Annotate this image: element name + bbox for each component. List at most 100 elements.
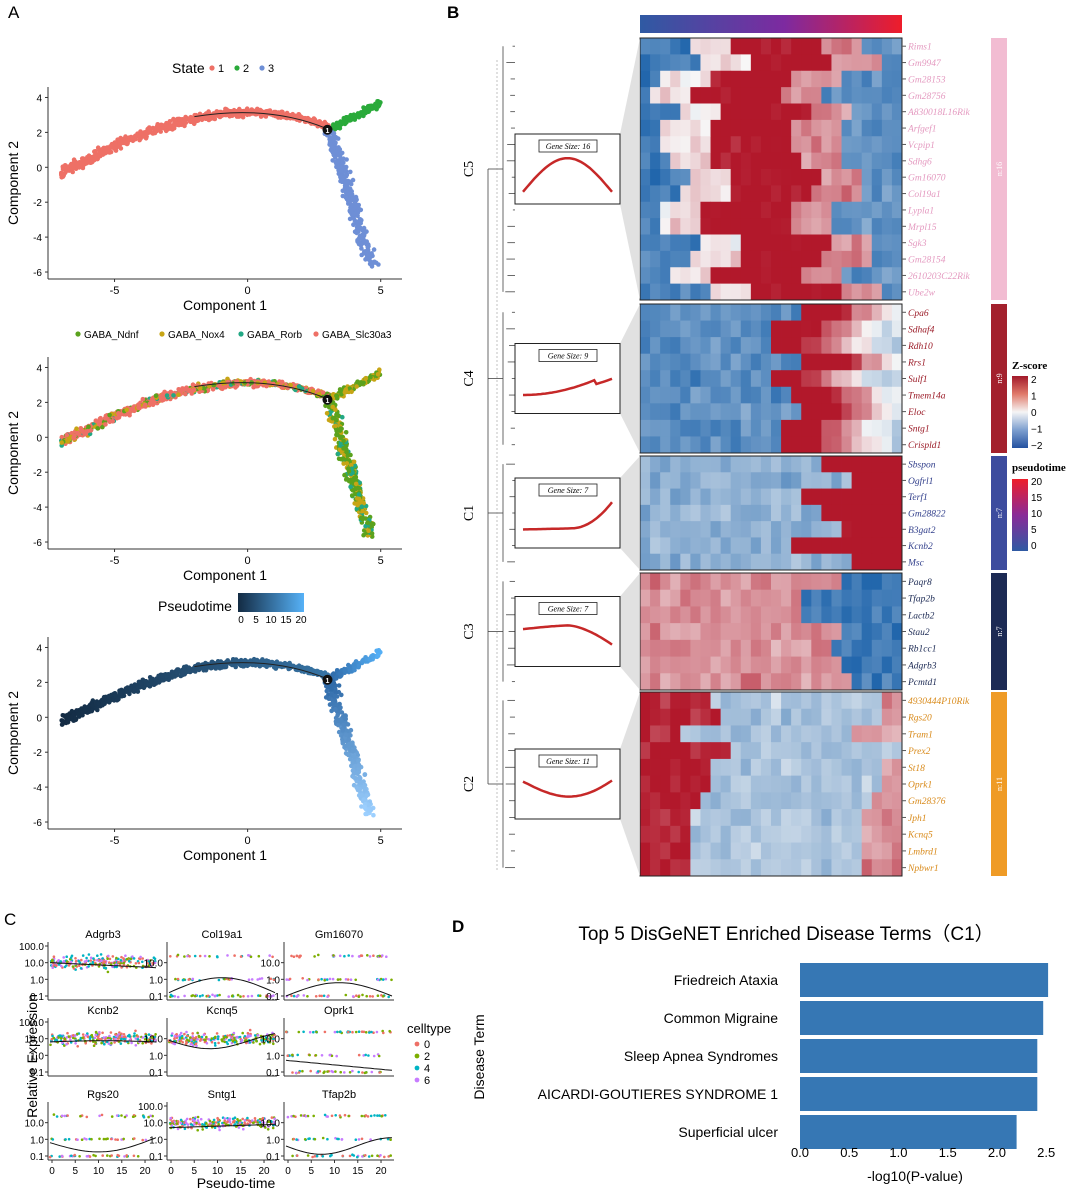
heatmap-cell: [760, 488, 772, 506]
heatmap-cell: [730, 353, 742, 371]
heatmap-cell: [881, 842, 893, 860]
heatmap-cell: [750, 419, 762, 437]
heatmap-cell: [640, 38, 651, 55]
heatmap-cell: [740, 639, 752, 657]
cell-point: [338, 717, 343, 722]
heatmap-cell: [861, 337, 873, 355]
heatmap-cell: [760, 185, 772, 203]
pseudotime-tick: 15: [280, 615, 292, 626]
heatmap-cell: [851, 708, 863, 726]
cluster-connector: [620, 456, 640, 570]
x-tick-label: 5: [378, 285, 384, 297]
cell-point: [333, 707, 338, 712]
heatmap-cell: [801, 119, 812, 137]
heatmap-cell: [881, 370, 893, 388]
heatmap-cell: [851, 386, 863, 404]
cell-point: [264, 383, 269, 389]
heatmap-cell: [760, 419, 772, 437]
heatmap-cell: [690, 504, 701, 522]
x-tick-label: -5: [110, 835, 120, 847]
heatmap-cell: [650, 403, 661, 421]
heatmap-cell: [801, 692, 812, 710]
cluster-connector: [620, 692, 640, 876]
heatmap-cell: [700, 521, 711, 538]
cell-point: [333, 407, 338, 413]
heatmap-cell: [740, 54, 752, 72]
cell-point: [150, 402, 156, 408]
heatmap-cell: [740, 792, 752, 810]
heatmap-cell: [871, 267, 883, 285]
heatmap-cell: [690, 537, 701, 555]
heatmap-cell: [841, 537, 853, 555]
heatmap-cell: [821, 606, 832, 624]
heatmap-cell: [831, 304, 842, 321]
heatmap-cell: [861, 708, 873, 726]
heatmap-cell: [650, 673, 661, 691]
heatmap-cell: [640, 742, 651, 760]
heatmap-cell: [750, 708, 762, 726]
heatmap-cell: [861, 573, 873, 591]
heatmap-cell: [650, 436, 661, 454]
heatmap-cell: [801, 337, 812, 355]
heatmap-cell: [700, 218, 711, 235]
heatmap-cell: [771, 859, 782, 877]
heatmap-cell: [851, 639, 863, 657]
heatmap-cell: [801, 185, 812, 203]
heatmap-cell: [861, 472, 873, 489]
cell-point: [346, 737, 352, 742]
heatmap-cell: [710, 70, 722, 88]
heatmap-cell: [690, 521, 701, 538]
cell-point: [334, 674, 340, 680]
heatmap-cell: [851, 38, 863, 55]
heatmap-cell: [640, 250, 651, 268]
heatmap-cell: [750, 504, 762, 522]
heatmap-cell: [831, 218, 842, 235]
heatmap-cell: [760, 521, 772, 538]
heatmap-cell: [750, 337, 762, 355]
heatmap-cell: [640, 859, 651, 877]
heatmap-cell: [831, 472, 842, 489]
heatmap-cell: [710, 386, 722, 404]
gene-label: Sgk3: [908, 239, 927, 249]
cell-point: [364, 106, 369, 111]
heatmap-cell: [891, 623, 903, 641]
heatmap-cell: [861, 403, 873, 421]
heatmap-cell: [821, 472, 832, 489]
heatmap-cell: [771, 337, 782, 355]
cell-point: [141, 132, 147, 137]
heatmap-cell: [811, 119, 822, 137]
heatmap-cell: [811, 692, 822, 710]
heatmap-cell: [851, 809, 863, 827]
pseudotime-legend-title-b: pseudotime: [1012, 462, 1066, 474]
cell-point: [217, 114, 223, 120]
heatmap-cell: [750, 320, 762, 338]
cell-point: [187, 669, 193, 675]
heatmap-cell: [771, 169, 782, 186]
heatmap-cell: [740, 304, 752, 321]
branch-node-label: 1: [326, 678, 330, 685]
heatmap-cell: [700, 825, 711, 843]
heatmap-cell: [791, 54, 802, 72]
heatmap-cell: [781, 725, 792, 743]
cell-point: [343, 477, 349, 482]
cell-point: [139, 681, 144, 686]
heatmap-cell: [750, 218, 762, 235]
heatmap-cell: [650, 267, 661, 285]
heatmap-cell: [811, 521, 822, 538]
heatmap-cell: [831, 136, 842, 154]
heatmap-cell: [680, 304, 691, 321]
heatmap-cell: [821, 792, 832, 810]
gene-label: Tram1: [908, 730, 933, 740]
heatmap-cell: [811, 859, 822, 877]
heatmap-cell: [831, 234, 842, 252]
heatmap-cell: [871, 488, 883, 506]
heatmap-cell: [821, 842, 832, 860]
heatmap-cell: [750, 825, 762, 843]
heatmap-cell: [750, 775, 762, 793]
heatmap-cell: [791, 370, 802, 388]
heatmap-cell: [801, 656, 812, 674]
heatmap-cell: [891, 639, 903, 657]
heatmap-cell: [841, 825, 853, 843]
heatmap-cell: [841, 386, 853, 404]
heatmap-cell: [831, 639, 842, 657]
